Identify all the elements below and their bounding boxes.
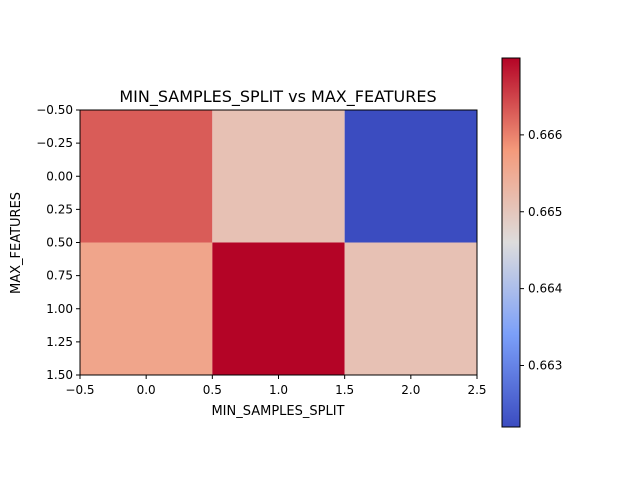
y-tick-label: 0.00 xyxy=(46,169,73,183)
heatmap-cells xyxy=(80,110,477,375)
colorbar-tick-label: 0.666 xyxy=(528,128,562,142)
colorbar-ticks: 0.663 0.664 0.665 0.666 xyxy=(520,128,562,373)
x-tick-label: 0.5 xyxy=(203,383,222,397)
x-axis-ticks: −0.5 0.0 0.5 1.0 1.5 2.0 2.5 xyxy=(65,375,487,397)
heatmap-cell xyxy=(212,242,345,375)
heatmap-cell xyxy=(80,242,213,375)
y-tick-label: 1.25 xyxy=(46,335,73,349)
y-axis-ticks: −0.50 −0.25 0.00 0.25 0.50 0.75 1.00 1.25 1.50 xyxy=(36,103,80,382)
heatmap-cell xyxy=(212,110,345,243)
y-tick-label: 0.50 xyxy=(46,236,73,250)
x-axis-label: MIN_SAMPLES_SPLIT xyxy=(211,404,344,419)
x-tick-label: 1.0 xyxy=(269,383,288,397)
colorbar-tick-label: 0.664 xyxy=(528,282,562,296)
x-tick-label: 1.5 xyxy=(335,383,354,397)
x-tick-label: 2.5 xyxy=(467,383,486,397)
x-tick-label: 0.0 xyxy=(137,383,156,397)
y-tick-label: 0.75 xyxy=(46,269,73,283)
colorbar-tick-label: 0.663 xyxy=(528,359,562,373)
y-tick-label: 1.50 xyxy=(46,368,73,382)
chart-title: MIN_SAMPLES_SPLIT vs MAX_FEATURES xyxy=(119,87,436,107)
y-tick-label: −0.50 xyxy=(36,103,73,117)
x-tick-label: 2.0 xyxy=(401,383,420,397)
heatmap-cell xyxy=(344,242,477,375)
heatmap-cell xyxy=(80,110,213,243)
y-tick-label: 0.25 xyxy=(46,202,73,216)
y-tick-label: 1.00 xyxy=(46,302,73,316)
y-axis-label: MAX_FEATURES xyxy=(9,192,24,294)
colorbar xyxy=(501,57,521,428)
heatmap-cell xyxy=(344,110,477,243)
colorbar-tick-label: 0.665 xyxy=(528,205,562,219)
y-tick-label: −0.25 xyxy=(36,136,73,150)
x-tick-label: −0.5 xyxy=(65,383,94,397)
